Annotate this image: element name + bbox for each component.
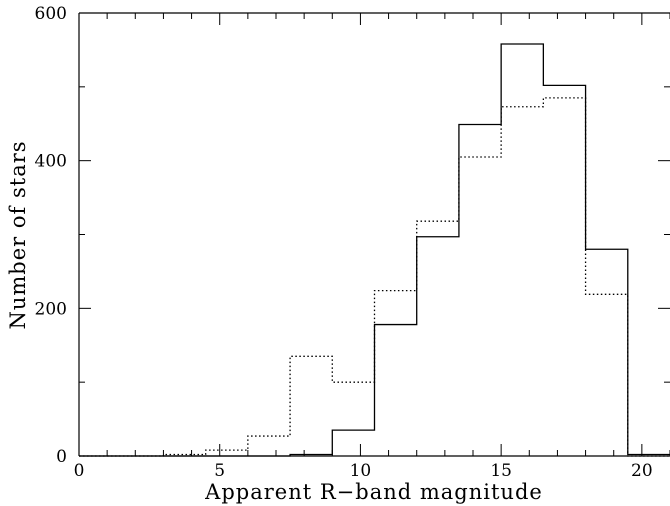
y-tick-label: 400: [35, 152, 67, 172]
x-tick-label: 10: [350, 461, 372, 481]
x-axis-ticks: [78, 13, 670, 456]
x-axis-label: Apparent R−band magnitude: [204, 480, 543, 504]
histogram-series: [79, 43, 670, 457]
y-tick-label: 200: [35, 299, 67, 319]
x-tick-labels: 0 5 10 15 20: [74, 461, 653, 481]
x-tick-label: 15: [490, 461, 512, 481]
y-tick-label: 600: [35, 4, 67, 24]
x-tick-label: 20: [631, 461, 653, 481]
histogram-series-2-dotted: [79, 97, 670, 457]
x-tick-label: 0: [74, 461, 85, 481]
y-axis-label: Number of stars: [6, 140, 30, 329]
histogram-series-1-solid: [79, 43, 670, 457]
y-tick-label: 0: [56, 447, 67, 467]
x-tick-label: 5: [214, 461, 225, 481]
y-tick-labels: 0 200 400 600: [35, 4, 67, 467]
